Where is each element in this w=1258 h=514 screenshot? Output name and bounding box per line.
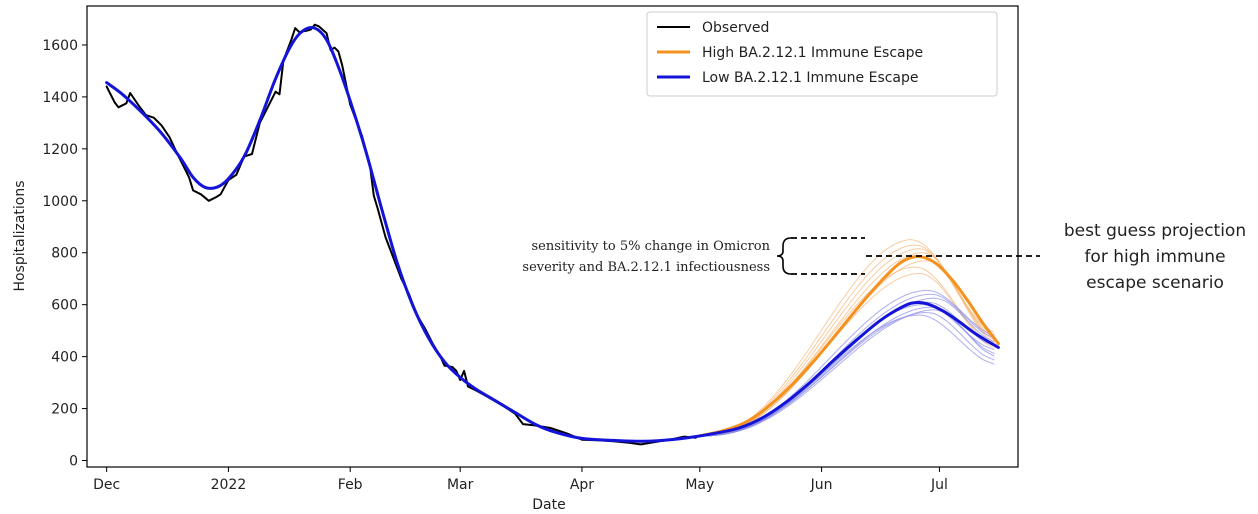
legend-label-low-escape: Low BA.2.12.1 Immune Escape [702,70,919,86]
series-line-low-escape [105,25,1000,443]
x-tick-label: 2022 [211,477,247,493]
y-tick-label: 400 [51,350,78,366]
best-guess-text-line3: escape scenario [1086,273,1224,293]
best-guess-annotation: best guess projection for high immune es… [866,221,1246,293]
x-axis: Dec 2022 Feb Mar Apr May Jun Jul [93,467,948,493]
y-tick-label: 1600 [42,38,78,54]
best-guess-text-line2: for high immune [1084,247,1225,267]
y-tick-label: 1000 [42,194,78,210]
legend-label-observed: Observed [702,20,769,36]
sensitivity-text-line2: severity and BA.2.12.1 infectiousness [522,260,770,275]
y-tick-label: 200 [51,402,78,418]
x-axis-label: Date [532,497,565,513]
y-tick-label: 1200 [42,142,78,158]
series-line-observed [105,23,697,446]
sensitivity-annotation: sensitivity to 5% change in Omicron seve… [522,237,865,275]
series-lines [105,23,1000,446]
x-tick-label: Apr [570,477,594,493]
x-tick-label: Feb [338,477,363,493]
ensemble-line [699,314,995,437]
x-tick-label: Mar [447,477,474,493]
best-guess-text-line1: best guess projection [1064,221,1246,241]
y-axis-label: Hospitalizations [12,180,28,291]
x-tick-label: Jul [930,477,948,493]
y-tick-label: 0 [69,454,78,470]
series-line-high-escape [698,255,1000,438]
y-tick-label: 600 [51,298,78,314]
sensitivity-text-line1: sensitivity to 5% change in Omicron [531,239,770,254]
x-tick-label: Jun [810,477,833,493]
y-axis: 0 200 400 600 800 1000 1200 1400 1600 [42,38,87,470]
legend: Observed High BA.2.12.1 Immune Escape Lo… [646,11,998,97]
x-tick-label: May [685,477,714,493]
y-tick-label: 800 [51,246,78,262]
legend-box [646,11,998,97]
y-tick-label: 1400 [42,90,78,106]
sensitivity-brace [776,237,792,275]
legend-label-high-escape: High BA.2.12.1 Immune Escape [702,45,923,61]
ensemble-line [699,266,995,437]
x-tick-label: Dec [93,477,120,493]
